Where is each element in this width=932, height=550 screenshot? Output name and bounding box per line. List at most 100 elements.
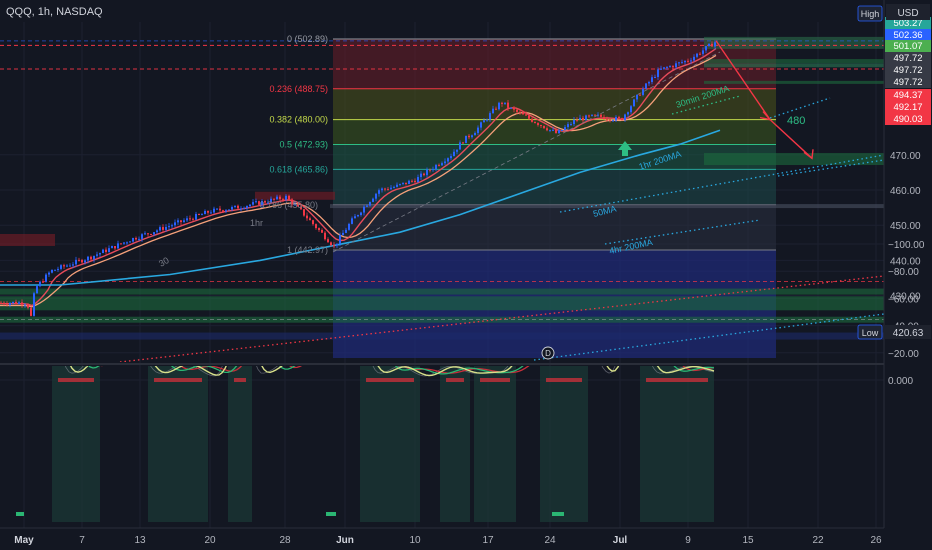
candle-body bbox=[513, 107, 515, 110]
candle bbox=[189, 215, 191, 222]
candle-body bbox=[438, 164, 440, 166]
dividend-icon[interactable] bbox=[541, 346, 555, 360]
price-badge-box bbox=[885, 76, 931, 88]
candle bbox=[66, 264, 68, 268]
candle bbox=[75, 256, 77, 268]
price-axis[interactable]: 470.00 460.00 450.00 440.00 430.00 bbox=[890, 151, 921, 303]
candle-series[interactable] bbox=[0, 41, 716, 317]
candle bbox=[516, 108, 518, 115]
time-axis[interactable]: May 7 13 20 28 Jun 10 17 24 Jul 9 15 22 26 bbox=[14, 535, 882, 546]
candle bbox=[648, 80, 650, 87]
candle bbox=[24, 303, 26, 308]
candle-body bbox=[243, 208, 245, 210]
candle-body bbox=[492, 108, 494, 114]
candle-body bbox=[567, 124, 569, 128]
candle bbox=[261, 199, 263, 208]
currency-label[interactable]: USD bbox=[897, 8, 918, 19]
candle bbox=[39, 280, 41, 288]
fib-zone-5 bbox=[333, 204, 776, 250]
candle-body bbox=[618, 116, 620, 119]
candle bbox=[213, 206, 215, 214]
candle-body bbox=[21, 302, 23, 305]
candle bbox=[450, 153, 452, 161]
candle-body bbox=[276, 196, 278, 200]
candle-body bbox=[138, 238, 140, 240]
price-badge-box bbox=[885, 64, 931, 76]
high-badge-box bbox=[857, 5, 883, 22]
candle bbox=[696, 52, 698, 59]
candle bbox=[300, 205, 302, 210]
candle-body bbox=[708, 43, 710, 47]
candle bbox=[396, 182, 398, 188]
candle bbox=[423, 172, 425, 177]
candle-body bbox=[525, 114, 527, 116]
candle bbox=[678, 61, 680, 67]
candle bbox=[708, 43, 710, 47]
candle bbox=[579, 114, 581, 120]
low-badge: Low bbox=[862, 328, 879, 338]
candle-body bbox=[294, 204, 296, 206]
currency-box[interactable] bbox=[886, 4, 930, 20]
candle-body bbox=[246, 206, 248, 209]
price-badge-box bbox=[885, 52, 931, 64]
price-tick: 430.00 bbox=[890, 292, 921, 303]
candle-body bbox=[666, 67, 668, 69]
symbol-title[interactable]: QQQ, 1h, NASDAQ bbox=[6, 6, 103, 18]
candle bbox=[402, 182, 404, 186]
candle-body bbox=[297, 204, 299, 207]
fib-zone-4 bbox=[333, 169, 776, 205]
candle bbox=[456, 149, 458, 155]
candle bbox=[168, 223, 170, 230]
time-tick: 13 bbox=[134, 535, 146, 546]
candle bbox=[156, 229, 158, 234]
price-tick: 460.00 bbox=[890, 186, 921, 197]
candle-body bbox=[0, 302, 2, 304]
candle-body bbox=[306, 215, 308, 219]
candle bbox=[180, 220, 182, 226]
price-badge-box bbox=[885, 40, 931, 52]
candle bbox=[447, 157, 449, 165]
zone-band-9 bbox=[704, 80, 884, 84]
osc-top-mark-0 bbox=[58, 378, 94, 382]
candle bbox=[78, 257, 80, 262]
candle bbox=[669, 65, 671, 68]
candle-body bbox=[390, 187, 392, 190]
candle-body bbox=[387, 188, 389, 190]
candle-body bbox=[675, 63, 677, 68]
candle-body bbox=[237, 205, 239, 209]
candle-body bbox=[330, 242, 332, 246]
candle-body bbox=[507, 102, 509, 108]
time-tick: 28 bbox=[279, 535, 291, 546]
candle-body bbox=[669, 66, 671, 68]
candle bbox=[606, 116, 608, 122]
candle bbox=[165, 224, 167, 233]
candle bbox=[126, 241, 128, 245]
candle bbox=[405, 182, 407, 186]
candle-body bbox=[105, 249, 107, 252]
candle-body bbox=[111, 246, 113, 249]
candle-body bbox=[342, 232, 344, 236]
candle bbox=[198, 213, 200, 216]
osc-bottom-mark-2 bbox=[552, 512, 564, 516]
candle bbox=[591, 114, 593, 117]
candle-body bbox=[534, 121, 536, 124]
candle bbox=[27, 303, 29, 310]
candle bbox=[102, 248, 104, 254]
zone-band-3 bbox=[0, 296, 884, 311]
osc-top-mark-1 bbox=[154, 378, 202, 382]
candle-body bbox=[429, 169, 431, 171]
up-arrow-icon bbox=[618, 141, 632, 156]
candle-body bbox=[81, 259, 83, 263]
price-badge-box bbox=[885, 29, 931, 41]
candle-body bbox=[684, 60, 686, 63]
time-axis-panel[interactable] bbox=[0, 528, 932, 550]
dividend-marker[interactable]: D bbox=[545, 349, 551, 358]
candle bbox=[219, 205, 221, 213]
candle bbox=[540, 124, 542, 128]
candle-body bbox=[42, 281, 44, 283]
price-badge: 501.07 bbox=[893, 41, 922, 52]
candle-body bbox=[498, 102, 500, 110]
candle-body bbox=[108, 248, 110, 252]
candle bbox=[18, 300, 20, 305]
